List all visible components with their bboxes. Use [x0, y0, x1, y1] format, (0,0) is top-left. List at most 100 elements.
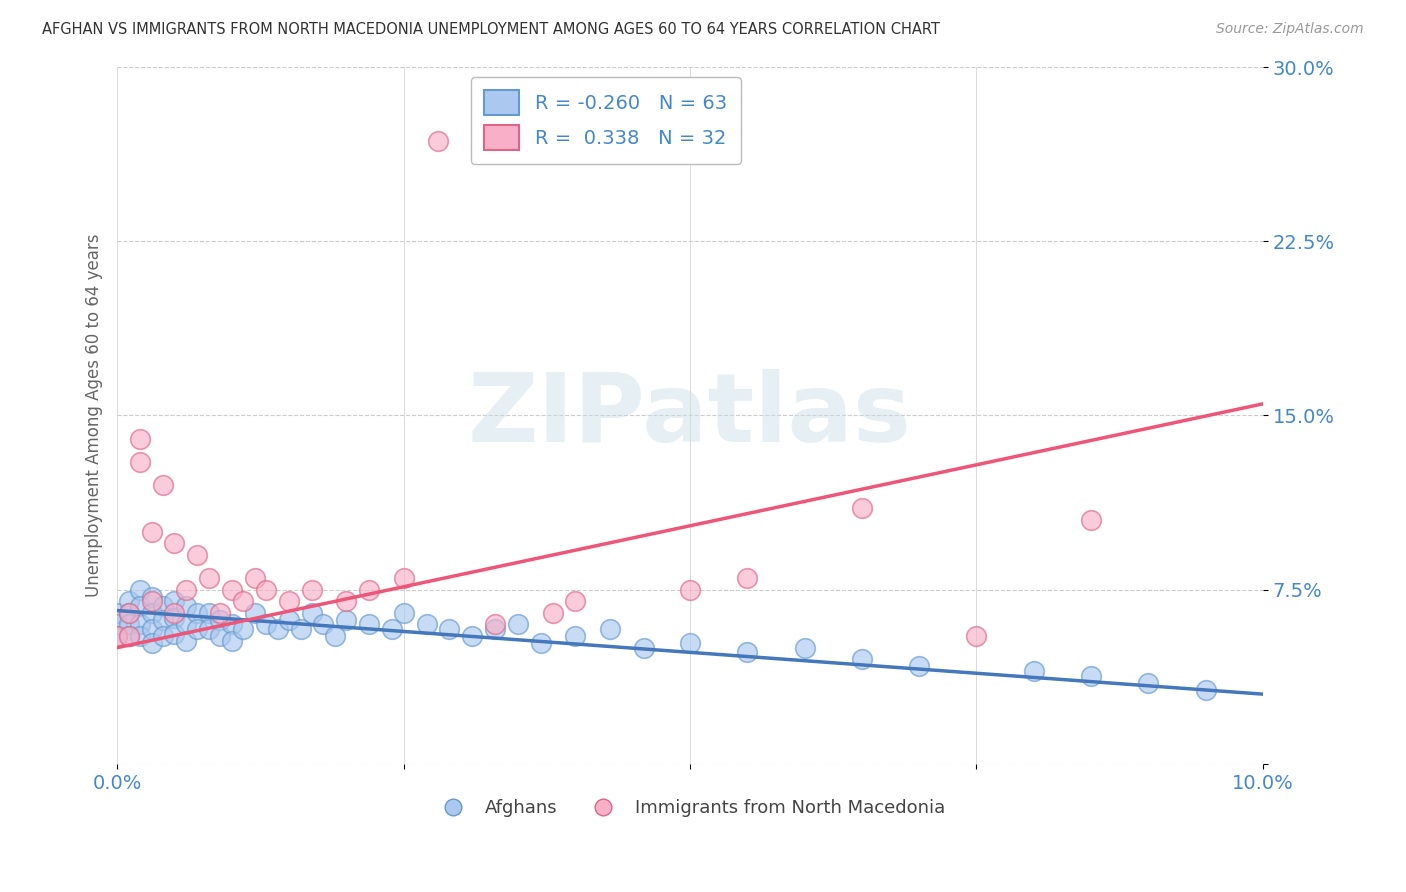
Point	[679, 582, 702, 597]
Point	[117, 606, 139, 620]
Point	[174, 617, 197, 632]
Point	[152, 629, 174, 643]
Point	[461, 629, 484, 643]
Point	[174, 599, 197, 613]
Point	[312, 617, 335, 632]
Point	[541, 606, 564, 620]
Point	[141, 524, 163, 539]
Point	[232, 594, 254, 608]
Point	[117, 606, 139, 620]
Text: AFGHAN VS IMMIGRANTS FROM NORTH MACEDONIA UNEMPLOYMENT AMONG AGES 60 TO 64 YEARS: AFGHAN VS IMMIGRANTS FROM NORTH MACEDONI…	[42, 22, 941, 37]
Point	[163, 594, 186, 608]
Point	[335, 613, 357, 627]
Point	[278, 594, 301, 608]
Point	[129, 599, 152, 613]
Point	[117, 629, 139, 643]
Point	[737, 645, 759, 659]
Point	[221, 633, 243, 648]
Point	[141, 606, 163, 620]
Point	[278, 613, 301, 627]
Point	[198, 571, 221, 585]
Point	[1080, 513, 1102, 527]
Point	[105, 629, 128, 643]
Point	[484, 622, 506, 636]
Y-axis label: Unemployment Among Ages 60 to 64 years: Unemployment Among Ages 60 to 64 years	[86, 234, 103, 598]
Point	[415, 617, 437, 632]
Point	[1080, 668, 1102, 682]
Point	[966, 629, 988, 643]
Point	[290, 622, 312, 636]
Point	[679, 636, 702, 650]
Point	[359, 617, 381, 632]
Point	[163, 536, 186, 550]
Point	[599, 622, 621, 636]
Point	[1194, 682, 1216, 697]
Point	[232, 622, 254, 636]
Point	[152, 478, 174, 492]
Point	[908, 659, 931, 673]
Point	[209, 629, 232, 643]
Point	[564, 629, 586, 643]
Point	[105, 629, 128, 643]
Point	[243, 571, 266, 585]
Text: Source: ZipAtlas.com: Source: ZipAtlas.com	[1216, 22, 1364, 37]
Point	[323, 629, 346, 643]
Point	[851, 652, 873, 666]
Point	[633, 640, 655, 655]
Point	[359, 582, 381, 597]
Point	[117, 594, 139, 608]
Point	[198, 622, 221, 636]
Point	[152, 599, 174, 613]
Point	[186, 548, 208, 562]
Point	[129, 629, 152, 643]
Point	[141, 590, 163, 604]
Point	[198, 606, 221, 620]
Point	[152, 613, 174, 627]
Point	[141, 622, 163, 636]
Point	[1022, 664, 1045, 678]
Legend: Afghans, Immigrants from North Macedonia: Afghans, Immigrants from North Macedonia	[427, 792, 953, 824]
Point	[793, 640, 815, 655]
Point	[163, 606, 186, 620]
Point	[254, 617, 277, 632]
Point	[243, 606, 266, 620]
Point	[1137, 675, 1160, 690]
Point	[221, 582, 243, 597]
Point	[301, 582, 323, 597]
Point	[508, 617, 530, 632]
Point	[392, 571, 415, 585]
Point	[484, 617, 506, 632]
Point	[564, 594, 586, 608]
Point	[129, 617, 152, 632]
Point	[129, 455, 152, 469]
Point	[392, 606, 415, 620]
Point	[209, 613, 232, 627]
Point	[174, 582, 197, 597]
Point	[209, 606, 232, 620]
Point	[141, 594, 163, 608]
Point	[427, 135, 450, 149]
Point	[105, 606, 128, 620]
Point	[163, 610, 186, 624]
Point	[129, 582, 152, 597]
Point	[129, 432, 152, 446]
Point	[301, 606, 323, 620]
Point	[174, 633, 197, 648]
Point	[335, 594, 357, 608]
Point	[737, 571, 759, 585]
Point	[186, 606, 208, 620]
Point	[266, 622, 288, 636]
Point	[105, 617, 128, 632]
Point	[530, 636, 553, 650]
Point	[851, 501, 873, 516]
Point	[141, 636, 163, 650]
Point	[439, 622, 461, 636]
Point	[117, 629, 139, 643]
Point	[254, 582, 277, 597]
Point	[186, 622, 208, 636]
Point	[381, 622, 404, 636]
Text: ZIPatlas: ZIPatlas	[468, 369, 912, 462]
Point	[221, 617, 243, 632]
Point	[163, 627, 186, 641]
Point	[117, 617, 139, 632]
